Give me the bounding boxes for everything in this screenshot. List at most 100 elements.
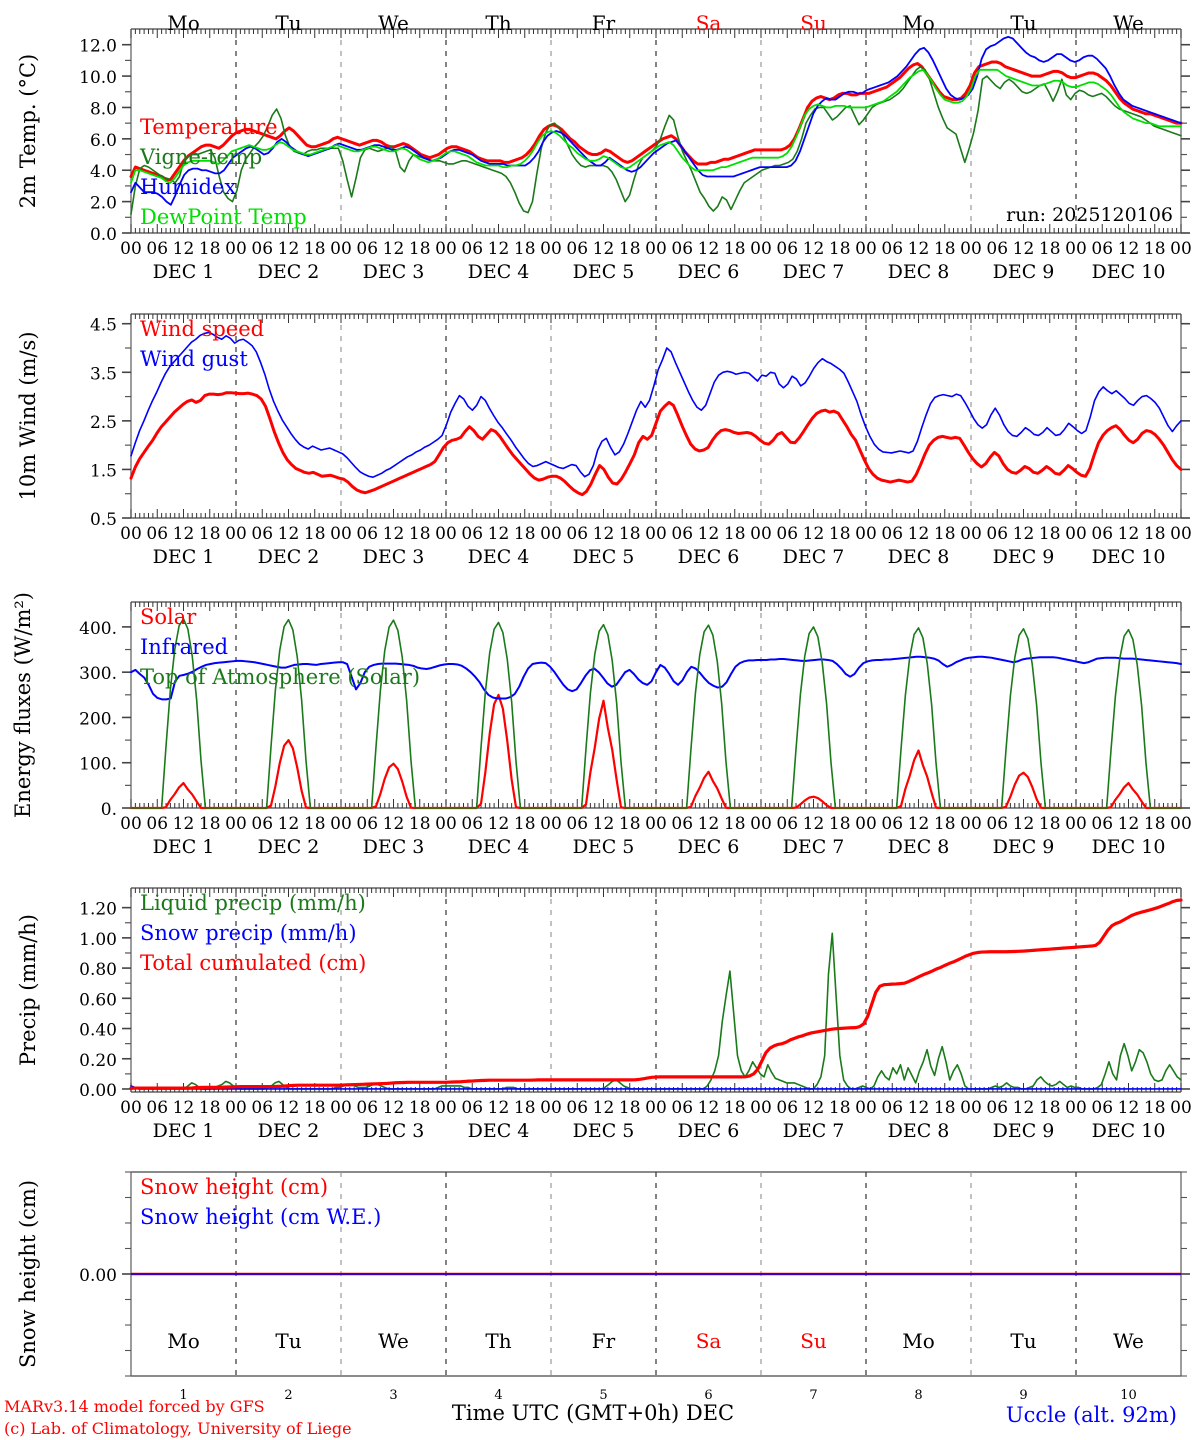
hour-tick-label: 00 (225, 1098, 247, 1118)
dow-label-bottom: Tu (275, 1329, 301, 1353)
day-label: DEC 2 (258, 836, 320, 858)
hour-tick-label: 00 (750, 1098, 772, 1118)
hour-tick-label: 00 (1170, 239, 1192, 259)
legend-label-0: Snow height (cm) (140, 1175, 328, 1199)
y-tick-label: 200. (79, 709, 117, 729)
hour-tick-label: 00 (1170, 1098, 1192, 1118)
hour-tick-label: 18 (1039, 239, 1061, 259)
y-tick-label: 12.0 (79, 37, 117, 57)
hour-tick-label: 18 (934, 814, 956, 834)
hour-tick-label: 18 (409, 1098, 431, 1118)
hour-tick-label: 00 (330, 1098, 352, 1118)
hour-tick-label: 12 (1013, 814, 1035, 834)
hour-tick-label: 12 (278, 1098, 300, 1118)
panel-y-axis-label: Precip (mm/h) (16, 914, 40, 1066)
hour-tick-label: 18 (304, 524, 326, 544)
hour-tick-label: 06 (986, 239, 1008, 259)
day-label: DEC 1 (153, 261, 215, 283)
y-tick-label: 3.5 (90, 364, 117, 384)
hour-tick-label: 00 (960, 524, 982, 544)
hour-tick-label: 00 (1065, 814, 1087, 834)
hour-tick-label: 12 (1013, 239, 1035, 259)
hour-tick-label: 00 (750, 524, 772, 544)
hour-tick-label: 00 (1065, 524, 1087, 544)
hour-tick-label: 00 (750, 814, 772, 834)
hour-tick-label: 12 (698, 814, 720, 834)
hour-tick-label: 18 (1039, 524, 1061, 544)
legend-label-1: Infrared (140, 635, 228, 659)
hour-tick-label: 00 (1065, 239, 1087, 259)
dow-label-top: Mo (167, 11, 200, 35)
hour-tick-label: 06 (776, 814, 798, 834)
panel-y-axis-label: Energy fluxes (W/m²) (11, 592, 35, 818)
data-series-line (129, 60, 1183, 182)
data-series-line (129, 898, 1183, 1090)
hour-tick-label: 06 (881, 814, 903, 834)
run-label: run: 2025120106 (1006, 204, 1173, 226)
day-label: DEC 3 (363, 261, 425, 283)
day-label: DEC 2 (258, 546, 320, 568)
hour-tick-label: 06 (1091, 524, 1113, 544)
hour-tick-label: 12 (488, 239, 510, 259)
hour-tick-label: 18 (724, 239, 746, 259)
legend-label-1: Snow precip (mm/h) (140, 921, 357, 945)
day-label: DEC 7 (783, 546, 845, 568)
dow-label-bottom: Tu (1010, 1329, 1036, 1353)
hour-tick-label: 00 (330, 239, 352, 259)
dow-label-bottom: Mo (167, 1329, 200, 1353)
hour-tick-label: 12 (173, 814, 195, 834)
hour-tick-label: 00 (960, 1098, 982, 1118)
hour-tick-label: 18 (619, 524, 641, 544)
hour-tick-label: 06 (986, 524, 1008, 544)
legend-label-0: Liquid precip (mm/h) (140, 891, 366, 915)
day-label: DEC 8 (888, 546, 950, 568)
dow-label-bottom: We (378, 1329, 409, 1353)
y-tick-label: 0.0 (90, 225, 117, 245)
hour-tick-label: 00 (540, 524, 562, 544)
day-label: DEC 6 (678, 261, 740, 283)
hour-tick-label: 00 (1170, 814, 1192, 834)
day-number-label: 3 (389, 1388, 397, 1403)
hour-tick-label: 18 (409, 814, 431, 834)
footer-lab-credit: (c) Lab. of Climatology, University of L… (4, 1419, 352, 1438)
y-tick-label: 0.60 (79, 990, 117, 1010)
hour-tick-label: 12 (1118, 814, 1140, 834)
hour-tick-label: 06 (251, 814, 273, 834)
data-series-line (130, 65, 1182, 215)
hour-tick-label: 06 (986, 814, 1008, 834)
hour-tick-label: 18 (934, 239, 956, 259)
hour-tick-label: 06 (251, 239, 273, 259)
dow-label-top: We (1113, 11, 1144, 35)
data-series-line (130, 331, 1182, 478)
hour-tick-label: 00 (225, 524, 247, 544)
hour-tick-label: 18 (1039, 1098, 1061, 1118)
y-tick-label: 0.5 (90, 510, 117, 530)
hour-tick-label: 00 (1170, 524, 1192, 544)
day-label: DEC 7 (783, 836, 845, 858)
hour-tick-label: 06 (356, 1098, 378, 1118)
legend-label-0: Temperature (140, 115, 278, 139)
hour-tick-label: 00 (645, 524, 667, 544)
hour-tick-label: 00 (540, 239, 562, 259)
hour-tick-label: 12 (173, 1098, 195, 1118)
hour-tick-label: 12 (1118, 524, 1140, 544)
y-tick-label: 10.0 (79, 68, 117, 88)
hour-tick-label: 18 (619, 1098, 641, 1118)
hour-tick-label: 18 (724, 524, 746, 544)
hour-tick-label: 12 (383, 814, 405, 834)
hour-tick-label: 12 (488, 1098, 510, 1118)
hour-tick-label: 18 (829, 524, 851, 544)
y-tick-label: 0.20 (79, 1051, 117, 1071)
hour-tick-label: 18 (514, 239, 536, 259)
data-series-line (130, 1085, 1182, 1090)
hour-tick-label: 06 (671, 239, 693, 259)
day-number-label: 4 (494, 1388, 502, 1403)
data-series-line (130, 655, 1182, 701)
dow-label-bottom: We (1113, 1329, 1144, 1353)
day-label: DEC 5 (573, 1120, 635, 1142)
day-number-label: 8 (914, 1388, 922, 1403)
hour-tick-label: 00 (855, 814, 877, 834)
day-label: DEC 2 (258, 1120, 320, 1142)
hour-tick-label: 06 (566, 524, 588, 544)
x-axis-title: Time UTC (GMT+0h) DEC (452, 1401, 734, 1425)
